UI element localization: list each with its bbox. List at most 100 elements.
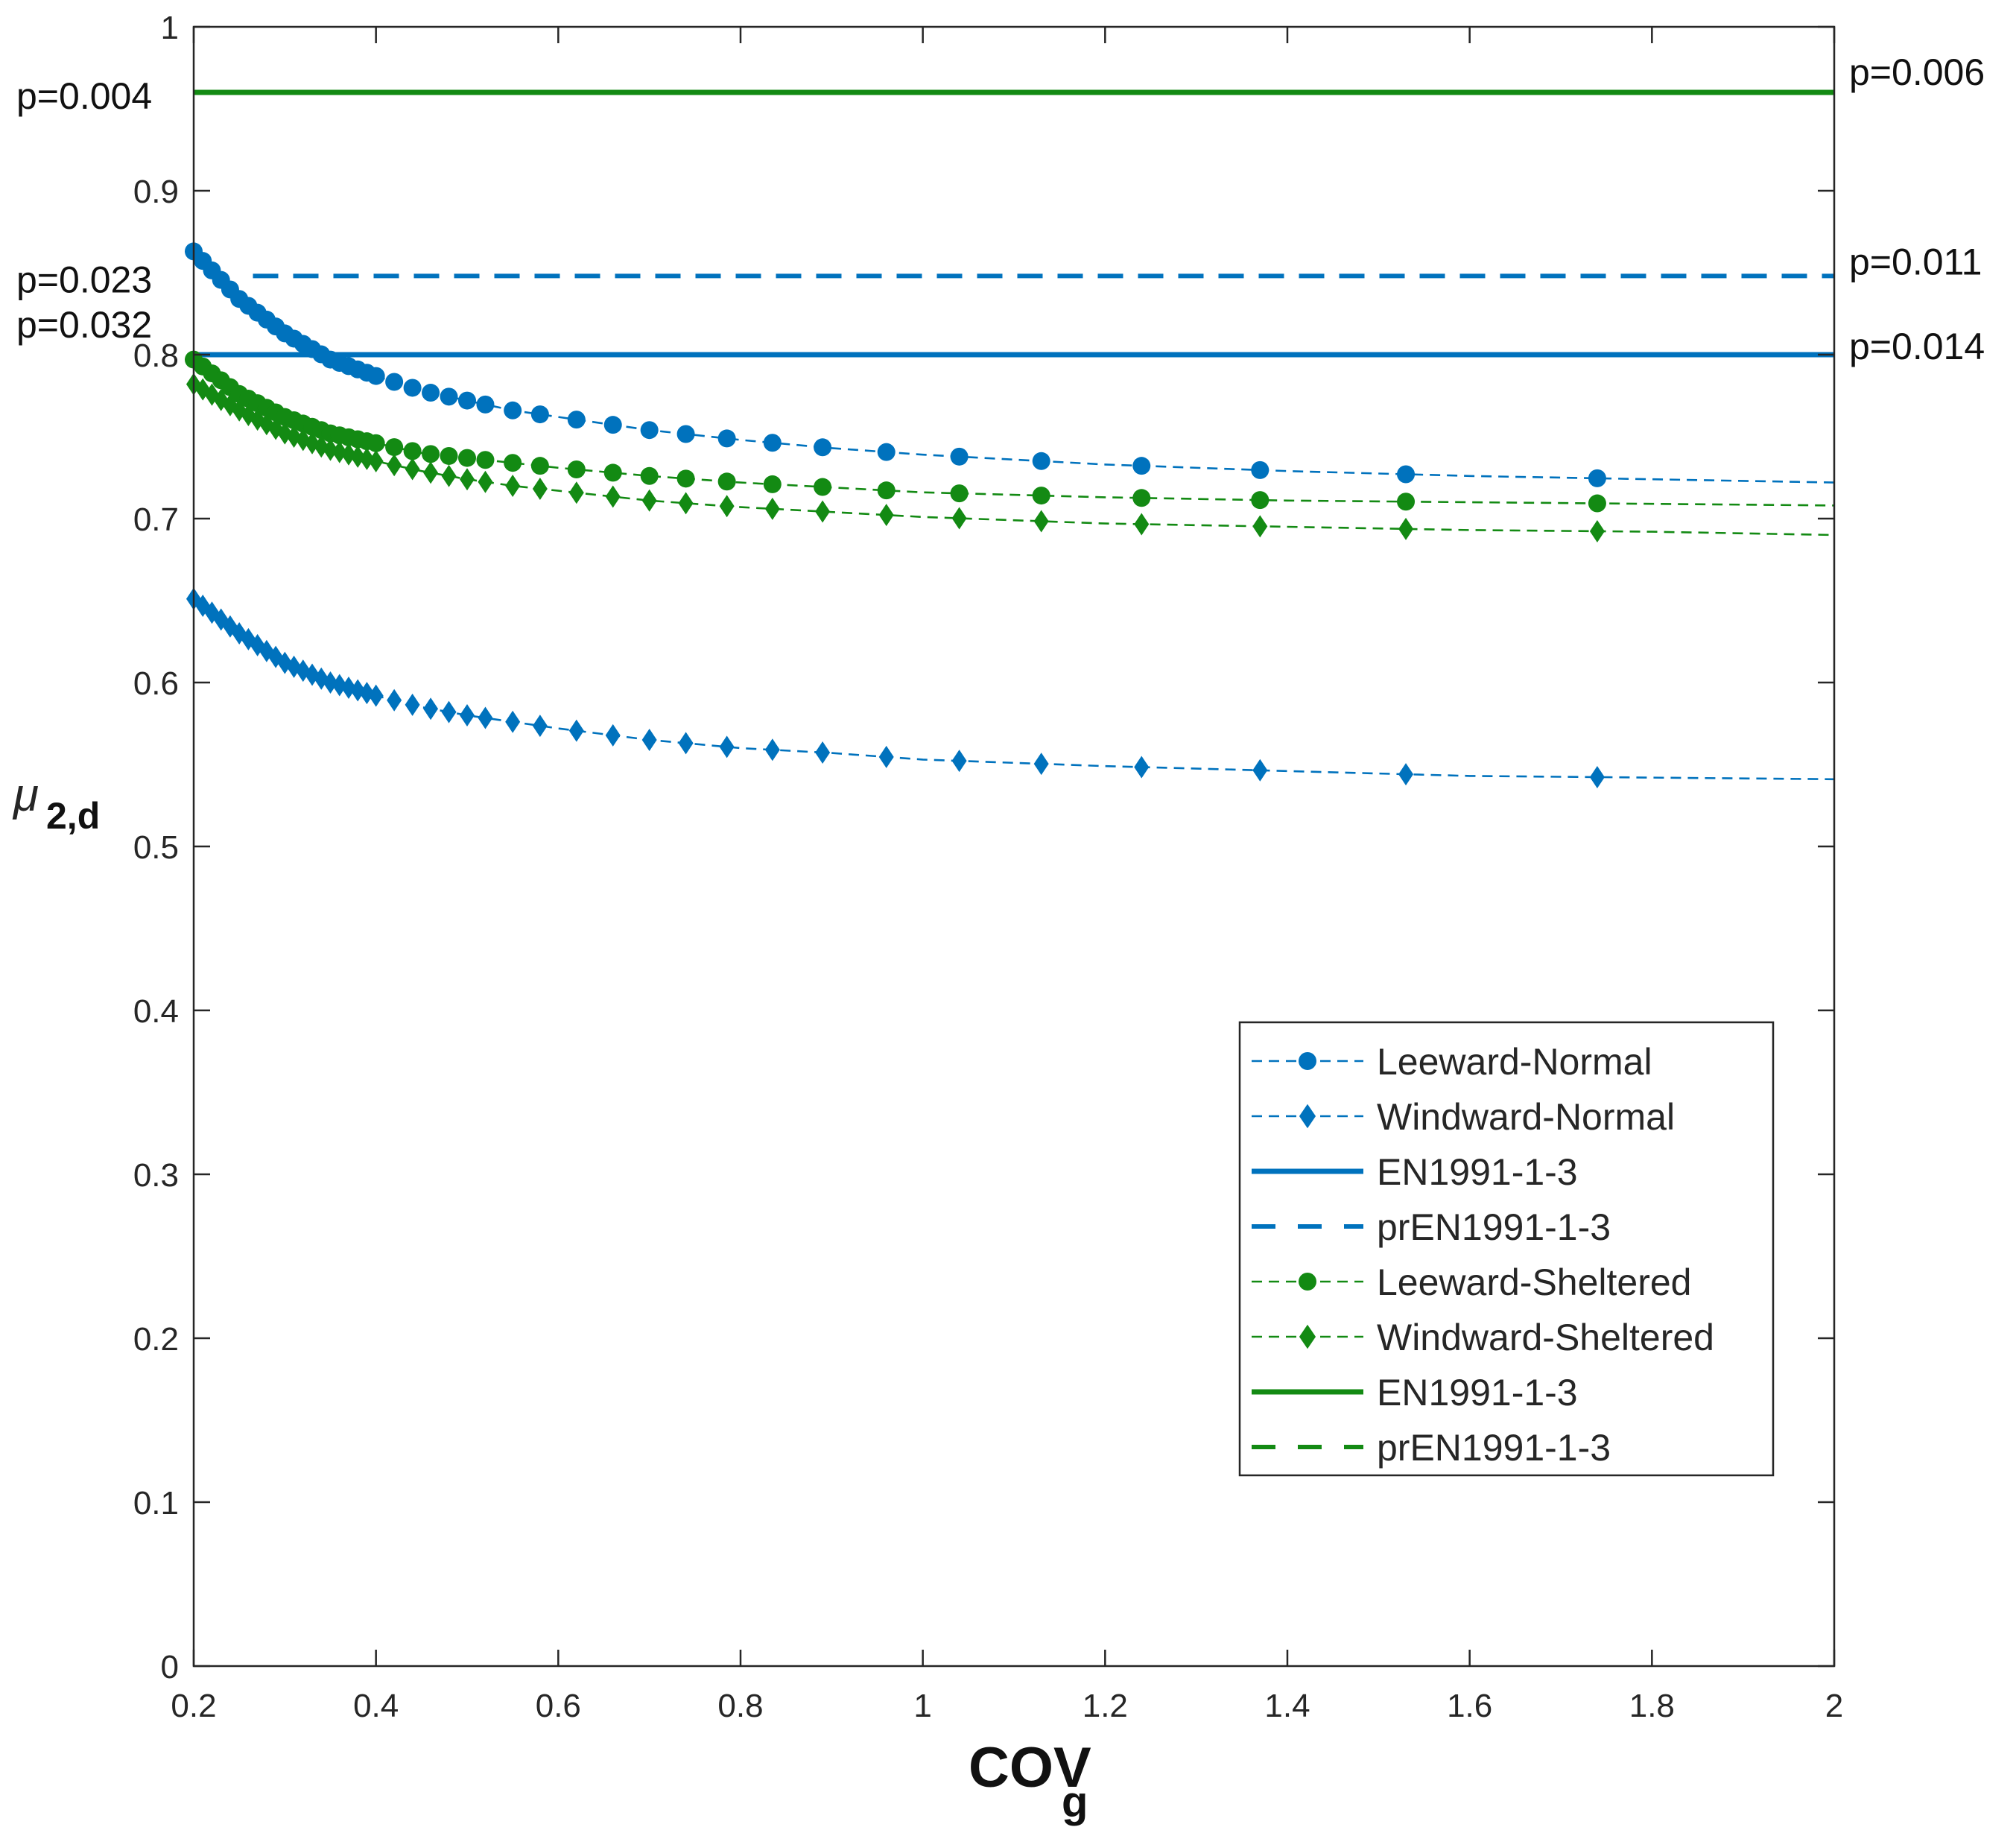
- data-point: [1132, 489, 1151, 507]
- data-point: [1397, 493, 1416, 511]
- data-point: [951, 750, 967, 773]
- data-point: [422, 384, 440, 402]
- data-point: [815, 500, 831, 523]
- data-point: [717, 472, 736, 491]
- data-point: [359, 447, 375, 470]
- data-point: [403, 379, 422, 397]
- data-point: [678, 492, 694, 515]
- data-point: [460, 468, 475, 491]
- legend-marker: [1299, 1104, 1316, 1129]
- data-point: [385, 438, 404, 457]
- data-point: [878, 504, 894, 527]
- data-point: [1252, 515, 1268, 538]
- data-point: [458, 391, 476, 410]
- legend-label: Leeward-Normal: [1377, 1041, 1652, 1083]
- legend-marker: [1299, 1052, 1316, 1070]
- y-tick-label: 0.5: [133, 829, 179, 866]
- data-point: [568, 481, 584, 504]
- data-point: [505, 475, 521, 497]
- data-point: [603, 463, 622, 482]
- x-tick-label: 0.6: [536, 1688, 581, 1724]
- data-point: [814, 478, 832, 496]
- data-point: [951, 507, 967, 530]
- series-5: [186, 373, 1835, 542]
- y-tick-label: 0.8: [133, 338, 179, 374]
- legend-item: EN1991-1-3: [1252, 1151, 1578, 1193]
- data-point: [1033, 753, 1049, 776]
- data-point: [641, 729, 657, 751]
- data-point: [1032, 487, 1050, 505]
- data-point: [458, 449, 476, 467]
- series-line: [193, 358, 1835, 507]
- data-point: [385, 373, 404, 391]
- p-value-annotation: p=0.014: [1849, 326, 1985, 367]
- data-point: [440, 446, 458, 465]
- axis-labels: COV g μ 2,d: [12, 770, 1091, 1826]
- data-point: [1588, 494, 1606, 513]
- data-point: [440, 387, 458, 406]
- data-point: [368, 450, 384, 472]
- legend-label: prEN1991-1-3: [1377, 1206, 1611, 1248]
- series-1: [186, 587, 1835, 788]
- data-point: [605, 724, 621, 747]
- data-point: [1132, 457, 1151, 475]
- data-point: [640, 421, 659, 440]
- data-point: [422, 445, 440, 463]
- x-tick-label: 1: [913, 1688, 931, 1724]
- data-point: [1032, 452, 1050, 470]
- x-tick-label: 2: [1825, 1688, 1843, 1724]
- y-tick-label: 0.3: [133, 1157, 179, 1194]
- legend-item: Leeward-Normal: [1252, 1041, 1652, 1083]
- data-point: [387, 688, 402, 712]
- data-point: [567, 411, 586, 429]
- y-tick-label: 0.1: [133, 1485, 179, 1522]
- legend: Leeward-Normal Windward-Normal EN1991-1-3 p…: [1238, 1021, 1775, 1477]
- data-point: [878, 745, 894, 768]
- series-line: [193, 598, 1835, 781]
- series-layer: [185, 89, 1835, 788]
- data-point: [441, 700, 457, 724]
- data-point: [532, 715, 548, 738]
- x-tick-label: 1.6: [1447, 1688, 1492, 1724]
- p-value-annotation: p=0.004: [16, 75, 152, 117]
- data-point: [764, 738, 780, 762]
- data-point: [441, 464, 457, 487]
- data-point: [1033, 510, 1049, 533]
- data-point: [877, 443, 896, 461]
- data-point: [1397, 465, 1416, 484]
- legend-label: Windward-Sheltered: [1377, 1317, 1714, 1358]
- data-point: [530, 457, 549, 475]
- legend-item: Leeward-Sheltered: [1252, 1261, 1692, 1303]
- legend-marker: [1299, 1324, 1316, 1349]
- data-point: [478, 706, 493, 729]
- y-tick-label: 0.2: [133, 1321, 179, 1358]
- data-point: [877, 481, 896, 500]
- data-point: [815, 741, 831, 764]
- data-point: [476, 395, 495, 414]
- data-point: [764, 497, 780, 520]
- legend-label: prEN1991-1-3: [1377, 1427, 1611, 1469]
- data-point: [405, 693, 420, 716]
- data-point: [1251, 491, 1269, 510]
- data-point: [640, 466, 659, 485]
- legend-label: EN1991-1-3: [1377, 1151, 1578, 1193]
- y-tick-label: 1: [161, 10, 179, 46]
- legend-item: prEN1991-1-3: [1252, 1206, 1611, 1248]
- data-point: [478, 470, 493, 493]
- legend-label: Leeward-Sheltered: [1377, 1261, 1692, 1303]
- data-point: [1398, 763, 1414, 786]
- data-point: [719, 735, 735, 759]
- legend-label: Windward-Normal: [1377, 1096, 1675, 1138]
- data-point: [719, 495, 735, 518]
- data-point: [763, 434, 782, 452]
- p-value-annotation: p=0.023: [16, 259, 152, 300]
- data-point: [1398, 517, 1414, 540]
- legend-label: EN1991-1-3: [1377, 1372, 1578, 1413]
- data-point: [641, 489, 657, 512]
- data-point: [504, 401, 522, 419]
- data-point: [323, 438, 338, 461]
- data-point: [332, 440, 347, 463]
- x-axis-label: COV: [969, 1736, 1091, 1799]
- data-point: [1252, 759, 1268, 782]
